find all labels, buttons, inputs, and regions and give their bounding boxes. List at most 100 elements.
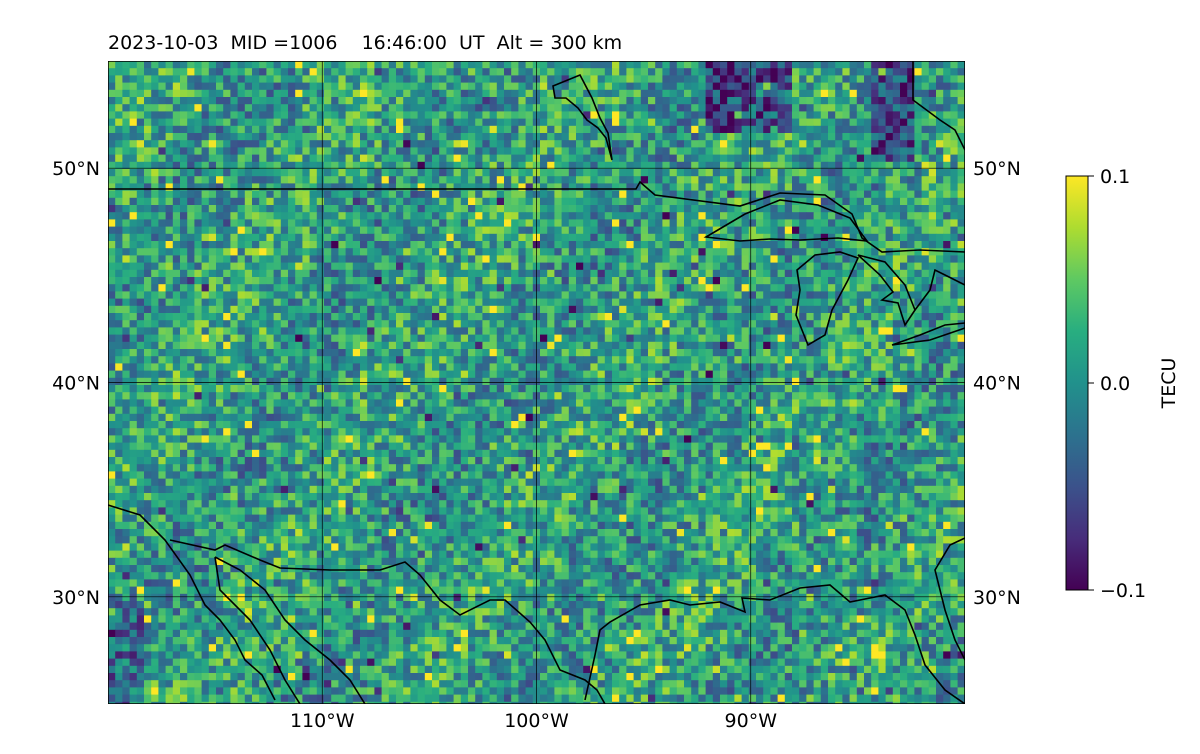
- heatmap-cell: [396, 140, 404, 148]
- heatmap-cell: [525, 125, 534, 134]
- heatmap-cell: [468, 104, 476, 112]
- heatmap-cell: [208, 68, 217, 76]
- heatmap-cell: [712, 262, 721, 271]
- heatmap-cell: [410, 205, 418, 213]
- heatmap-cell: [734, 313, 742, 321]
- heatmap-cell: [604, 154, 613, 163]
- heatmap-cell: [957, 154, 965, 163]
- heatmap-cell: [590, 205, 598, 213]
- heatmap-cell: [928, 320, 937, 328]
- heatmap-cell: [950, 313, 958, 321]
- heatmap-cell: [799, 320, 807, 328]
- heatmap-cell: [194, 269, 202, 278]
- heatmap-cell: [806, 298, 814, 307]
- heatmap-cell: [511, 82, 519, 91]
- heatmap-cell: [741, 147, 750, 155]
- heatmap-cell: [158, 104, 166, 112]
- heatmap-cell: [676, 125, 685, 134]
- heatmap-cell: [374, 205, 382, 213]
- heatmap-cell: [813, 269, 822, 278]
- heatmap-cell: [396, 183, 404, 191]
- heatmap-cell: [237, 82, 246, 91]
- heatmap-cell: [331, 169, 339, 177]
- heatmap-cell: [597, 262, 606, 271]
- heatmap-cell: [964, 291, 965, 299]
- heatmap-cell: [468, 219, 476, 227]
- heatmap-cell: [475, 313, 483, 321]
- heatmap-cell: [763, 97, 771, 105]
- heatmap-cell: [720, 349, 728, 357]
- heatmap-cell: [345, 212, 354, 220]
- heatmap-cell: [712, 219, 721, 227]
- heatmap-cell: [367, 212, 375, 220]
- heatmap-cell: [705, 219, 714, 227]
- heatmap-cell: [547, 89, 555, 98]
- heatmap-cell: [194, 118, 202, 127]
- heatmap-cell: [576, 212, 584, 220]
- heatmap-cell: [352, 248, 361, 256]
- heatmap-cell: [432, 169, 440, 177]
- heatmap-cell: [640, 305, 649, 314]
- heatmap-cell: [489, 111, 498, 119]
- heatmap-cell: [936, 133, 944, 141]
- heatmap-cell: [129, 284, 138, 292]
- heatmap-cell: [468, 133, 476, 141]
- heatmap-cell: [129, 327, 138, 335]
- heatmap-cell: [187, 133, 195, 141]
- heatmap-cell: [518, 313, 526, 321]
- heatmap-cell: [216, 140, 224, 148]
- heatmap-cell: [871, 68, 879, 76]
- heatmap-cell: [115, 61, 123, 69]
- heatmap-cell: [964, 97, 965, 105]
- heatmap-cell: [367, 154, 375, 163]
- heatmap-cell: [957, 82, 965, 91]
- heatmap-cell: [345, 82, 354, 91]
- heatmap-cell: [835, 133, 843, 141]
- heatmap-cell: [540, 154, 548, 163]
- heatmap-cell: [590, 320, 598, 328]
- heatmap-cell: [165, 334, 174, 343]
- heatmap-cell: [669, 269, 678, 278]
- heatmap-cell: [842, 133, 850, 141]
- heatmap-cell: [410, 212, 418, 220]
- heatmap-cell: [259, 205, 267, 213]
- heatmap-cell: [388, 255, 397, 263]
- heatmap-cell: [892, 327, 901, 335]
- heatmap-cell: [295, 154, 303, 163]
- heatmap-cell: [799, 341, 807, 350]
- heatmap-cell: [302, 356, 310, 364]
- heatmap-cell: [554, 341, 562, 350]
- heatmap-cell: [201, 183, 210, 191]
- heatmap-cell: [806, 147, 814, 155]
- heatmap-cell: [698, 313, 706, 321]
- heatmap-cell: [568, 356, 577, 364]
- heatmap-cell: [504, 305, 512, 314]
- heatmap-cell: [741, 68, 750, 76]
- heatmap-cell: [453, 161, 462, 170]
- heatmap-cell: [259, 61, 267, 69]
- heatmap-cell: [360, 320, 368, 328]
- heatmap-cell: [331, 125, 339, 134]
- heatmap-cell: [576, 262, 584, 271]
- heatmap-cell: [950, 147, 958, 155]
- heatmap-cell: [561, 75, 570, 83]
- heatmap-cell: [691, 68, 699, 76]
- heatmap-cell: [432, 248, 440, 256]
- heatmap-cell: [590, 197, 598, 206]
- heatmap-cell: [568, 255, 577, 263]
- heatmap-cell: [482, 154, 490, 163]
- heatmap-cell: [396, 241, 404, 249]
- heatmap-cell: [302, 248, 310, 256]
- heatmap-cell: [878, 320, 886, 328]
- heatmap-cell: [612, 89, 620, 98]
- heatmap-cell: [568, 248, 577, 256]
- heatmap-cell: [640, 118, 649, 127]
- heatmap-cell: [237, 255, 246, 263]
- heatmap-cell: [770, 334, 778, 343]
- heatmap-cell: [525, 118, 534, 127]
- heatmap-cell: [129, 111, 138, 119]
- heatmap-cell: [367, 334, 375, 343]
- heatmap-cell: [489, 125, 498, 134]
- heatmap-cell: [187, 291, 195, 299]
- heatmap-cell: [712, 205, 721, 213]
